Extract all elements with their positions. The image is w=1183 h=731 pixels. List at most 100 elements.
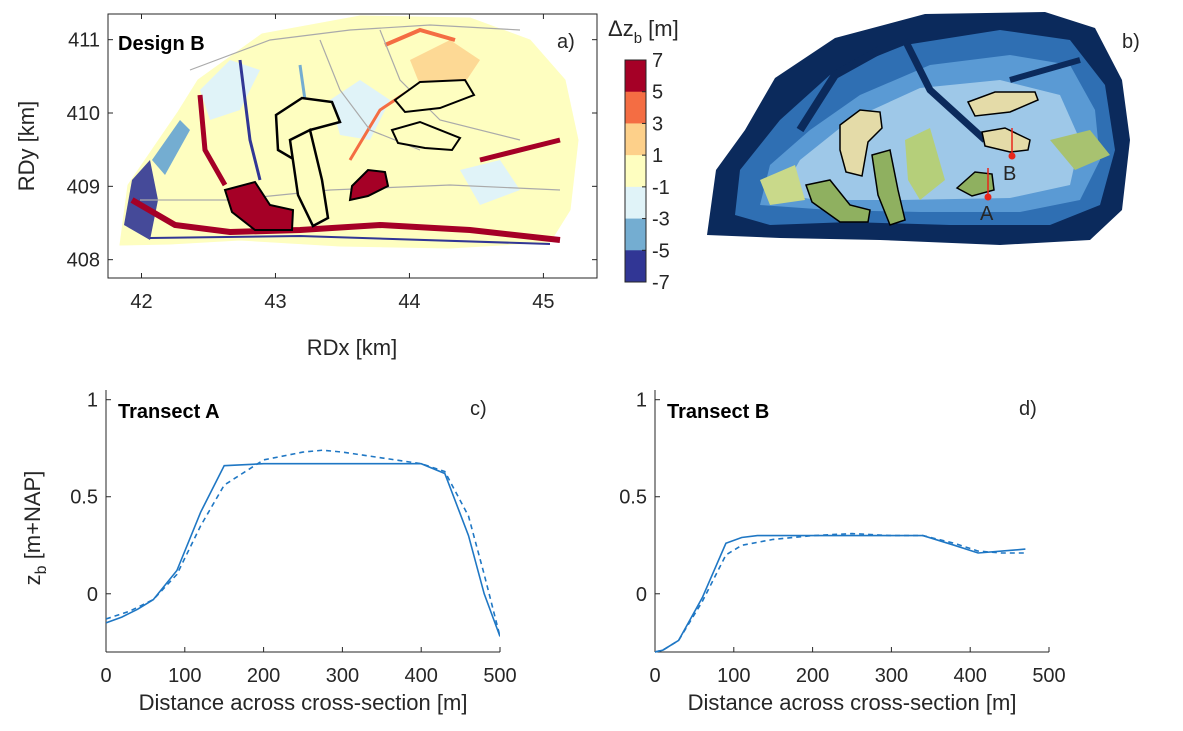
colorbar-tick-label: -1 <box>652 177 670 199</box>
panel-a-ytick-label: 408 <box>67 250 100 272</box>
design-b-2 <box>839 109 883 177</box>
colorbar-swatches <box>625 60 646 283</box>
panel-a-ytick-label: 411 <box>68 30 100 52</box>
colorbar-tick-label: 7 <box>652 50 663 72</box>
transect-a-label: A <box>980 203 994 225</box>
design-shoal-4 <box>393 78 476 114</box>
panel-c-xtick-label: 500 <box>483 665 516 687</box>
panel-c-xtick-label: 300 <box>326 665 359 687</box>
design-b-6 <box>955 171 995 197</box>
panel-a: 42 43 44 45 408 409 410 411 Design B a) RDx [km… <box>14 13 598 360</box>
panel-c-ylabel: zb [m+NAP] <box>20 471 50 586</box>
erosion-edge-3 <box>149 234 551 245</box>
panel-c-ytick-label: 0.5 <box>70 487 98 509</box>
design-shoal-3 <box>288 128 330 228</box>
panel-a-axes: 42 43 44 45 408 409 410 411 <box>67 14 597 313</box>
design-shoal-5 <box>390 120 462 152</box>
transect-a-marker <box>984 193 992 201</box>
panel-a-title: Design B <box>118 33 205 55</box>
deposition-ridge-2 <box>197 94 228 187</box>
design-b-4 <box>966 91 1039 117</box>
panel-c-plot-area <box>106 449 500 637</box>
colorbar-tick-label: -3 <box>652 209 670 231</box>
design-b-5 <box>981 127 1031 153</box>
panel-c: 0 100 200 300 400 500 0 0.5 1 Transect A c) Distanc… <box>70 390 517 715</box>
panel-a-xtick-label: 42 <box>130 291 152 313</box>
panel-c-title: Transect A <box>118 401 220 423</box>
panel-b: A B b) <box>707 12 1140 245</box>
panel-d-series-solid <box>655 534 1026 653</box>
panel-a-letter: a) <box>557 31 575 53</box>
shoal-b-3 <box>1050 130 1110 170</box>
panel-a-ytick-label: 410 <box>67 103 100 125</box>
colorbar-swatch <box>625 218 646 251</box>
shallow-patch-2 <box>330 80 390 140</box>
panel-d-xtick-label: 500 <box>1032 665 1065 687</box>
panel-c-ytick-label: 1 <box>87 390 98 412</box>
panel-a-ylabel: RDy [km] <box>14 101 39 191</box>
channel-b-3 <box>1009 57 1081 83</box>
design-shoal-1 <box>223 180 295 231</box>
shoal-b-2 <box>905 128 945 200</box>
colorbar-tick-label: 3 <box>652 113 663 135</box>
erosion-edge-2 <box>298 64 307 101</box>
colorbar-tick-label: -5 <box>652 240 670 262</box>
deposition-ridge-4 <box>384 27 456 47</box>
transect-b-label: B <box>1003 163 1016 185</box>
panel-b-letter: b) <box>1122 31 1140 53</box>
panel-d-letter: d) <box>1019 398 1037 420</box>
panel-a-ytick-label: 409 <box>67 176 100 198</box>
panel-d-xtick-label: 100 <box>717 665 750 687</box>
colorbar-swatch <box>625 186 646 220</box>
panel-d-plot-area <box>655 532 1026 653</box>
panel-d-xtick-label: 0 <box>649 665 660 687</box>
colorbar-title: Δzb [m] <box>608 16 679 47</box>
shallow-patch-1 <box>200 60 260 120</box>
colorbar-tick-label: 1 <box>652 145 663 167</box>
shallow-patch-4 <box>410 40 480 90</box>
colorbar-swatch <box>625 155 646 188</box>
colorbar-tick-label: -7 <box>652 272 670 294</box>
panel-c-xlabel: Distance across cross-section [m] <box>139 690 468 715</box>
panel-c-series-dashed <box>106 449 500 637</box>
panel-d-title: Transect B <box>667 401 769 423</box>
panel-a-map <box>119 15 579 249</box>
panel-c-xtick-label: 0 <box>100 665 111 687</box>
colorbar-frame <box>624 59 647 283</box>
channel-line-4 <box>140 184 561 201</box>
panel-c-ytick-label: 0 <box>87 584 98 606</box>
panel-d-xlabel: Distance across cross-section [m] <box>688 690 1017 715</box>
channel-line-2 <box>319 39 421 151</box>
panel-d-ytick-label: 1 <box>636 390 647 412</box>
colorbar-ticks: 7 5 3 1 -1 -3 -5 -7 <box>642 50 670 294</box>
panel-d-xtick-label: 300 <box>875 665 908 687</box>
colorbar-swatch <box>625 250 646 283</box>
panel-d-series-dashed <box>655 532 1026 653</box>
shallow-patch-3 <box>460 160 520 205</box>
panel-c-letter: c) <box>470 398 487 420</box>
deposition-ridge-1 <box>130 197 561 243</box>
panel-d-ytick-label: 0 <box>636 584 647 606</box>
panel-d-xtick-label: 400 <box>954 665 987 687</box>
erosion-zone-left2 <box>152 120 190 175</box>
deposition-ridge-3 <box>479 137 561 163</box>
panel-a-xlabel: RDx [km] <box>307 335 397 360</box>
panel-c-xtick-label: 200 <box>247 665 280 687</box>
colorbar-tick-label: 5 <box>652 82 663 104</box>
panel-a-frame <box>107 13 598 279</box>
erosion-edge-1 <box>238 59 262 181</box>
channel-b-1 <box>796 46 882 133</box>
design-b-1 <box>805 179 871 223</box>
shoal-b-1 <box>760 165 805 205</box>
panel-d-xtick-label: 200 <box>796 665 829 687</box>
colorbar-swatch <box>625 91 646 124</box>
panel-d-ytick-label: 0.5 <box>619 487 647 509</box>
channel-b-2 <box>901 38 988 143</box>
panel-c-xtick-label: 400 <box>405 665 438 687</box>
panel-a-xtick-label: 43 <box>264 291 286 313</box>
colorbar-swatch <box>625 123 646 156</box>
colorbar: 7 5 3 1 -1 -3 -5 -7 Δzb [m] <box>608 16 679 294</box>
design-shoal-6 <box>348 168 390 202</box>
transect-b-marker <box>1008 152 1016 160</box>
